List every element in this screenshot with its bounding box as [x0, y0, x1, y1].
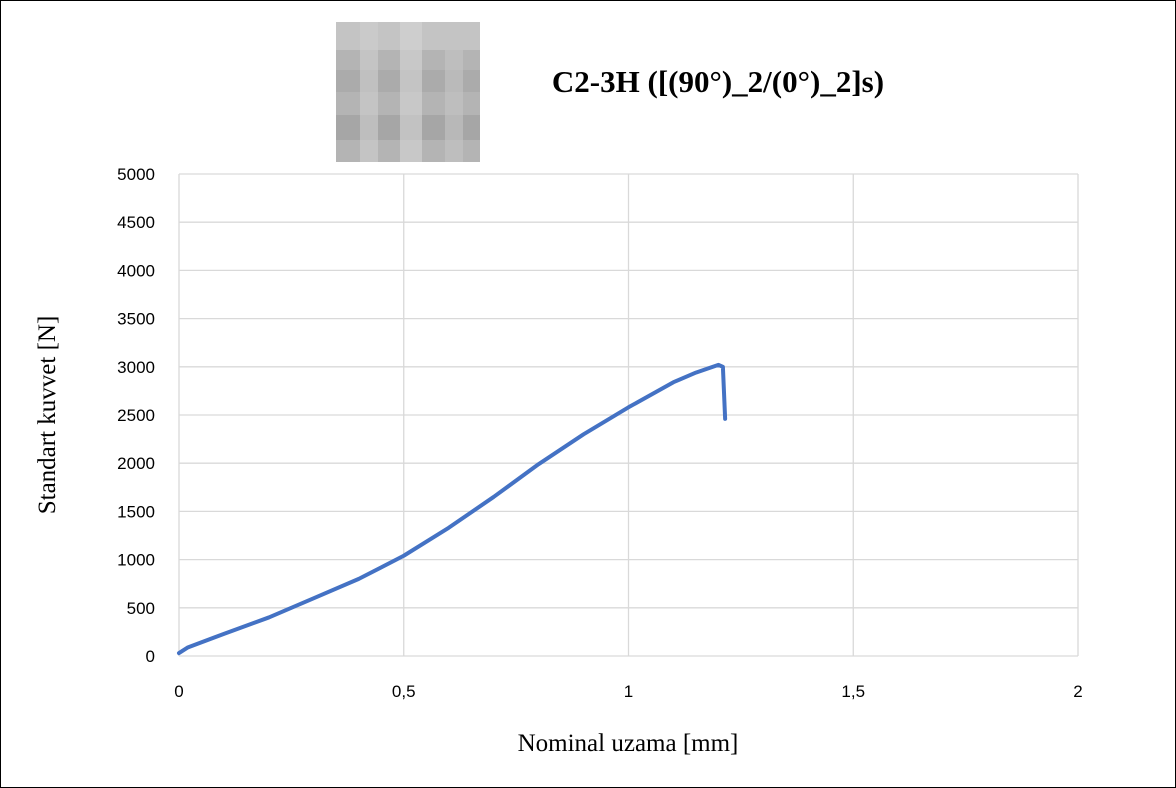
x-tick-label: 0 [174, 682, 183, 701]
x-axis-title: Nominal uzama [mm] [518, 730, 739, 757]
x-tick-label: 1,5 [841, 682, 865, 701]
y-tick-label: 1500 [117, 502, 155, 521]
y-axis-title: Standart kuvvet [N] [34, 316, 61, 515]
chart-title: C2-3H ([(90°)_2/(0°)_2]s) [552, 64, 884, 99]
x-tick-label: 1 [624, 682, 633, 701]
thumbnail [336, 22, 480, 162]
y-tick-label: 5000 [117, 165, 155, 184]
y-tick-label: 2000 [117, 454, 155, 473]
y-tick-label: 500 [127, 599, 155, 618]
x-tick-label: 2 [1073, 682, 1082, 701]
x-tick-label: 0,5 [392, 682, 416, 701]
y-tick-label: 4500 [117, 213, 155, 232]
y-tick-label: 4000 [117, 261, 155, 280]
y-tick-label: 3500 [117, 310, 155, 329]
y-tick-label: 0 [146, 647, 155, 666]
y-tick-label: 2500 [117, 406, 155, 425]
y-tick-label: 3000 [117, 358, 155, 377]
data-line [177, 362, 728, 656]
y-tick-label: 1000 [117, 551, 155, 570]
